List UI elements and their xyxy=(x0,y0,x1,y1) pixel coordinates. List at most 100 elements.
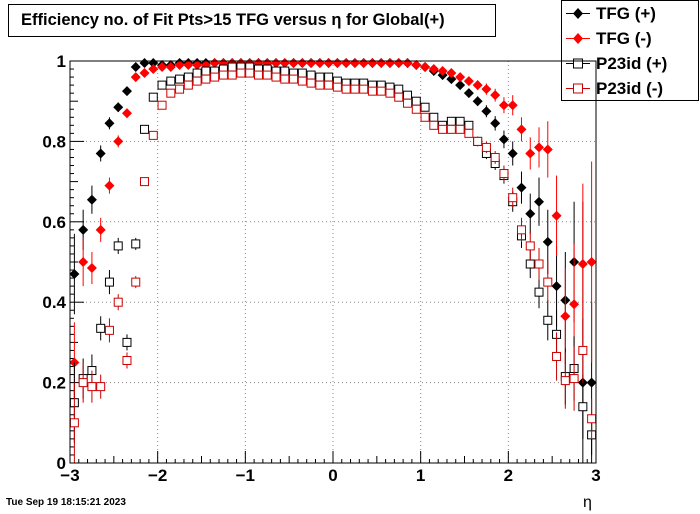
data-point-diamond xyxy=(323,58,334,69)
data-point-square xyxy=(350,84,360,94)
data-point-square xyxy=(481,142,491,152)
x-tick-label: 1 xyxy=(416,466,425,485)
data-point-square xyxy=(455,116,465,126)
data-point-diamond xyxy=(551,281,562,292)
data-point-diamond xyxy=(165,62,176,73)
data-point-square xyxy=(394,84,404,94)
data-point-square xyxy=(131,239,141,249)
legend-label: TFG (-) xyxy=(596,28,652,48)
data-point-diamond xyxy=(586,257,597,267)
y-tick-label: 0.4 xyxy=(42,293,66,312)
data-point-square xyxy=(78,378,88,388)
data-point-square xyxy=(280,66,290,76)
data-point-diamond xyxy=(113,136,124,147)
chart-title: Efficiency no. of Fit Pts>15 TFG versus … xyxy=(8,4,496,37)
data-point-diamond xyxy=(209,58,220,69)
data-point-diamond xyxy=(542,144,553,155)
data-point-square xyxy=(315,80,325,90)
data-point-diamond xyxy=(104,118,115,129)
data-point-diamond xyxy=(446,68,457,79)
data-point-square xyxy=(543,315,553,325)
data-point-square xyxy=(289,74,299,84)
x-tick-label: 3 xyxy=(591,466,600,485)
y-tick-label: 0.2 xyxy=(42,374,66,393)
data-point-square xyxy=(140,177,150,187)
data-point-square xyxy=(534,259,544,269)
filled-diamond-red-marker-icon xyxy=(566,33,590,44)
data-point-square xyxy=(306,78,316,88)
data-point-diamond xyxy=(113,102,124,113)
data-point-square xyxy=(148,130,158,140)
data-point-square xyxy=(569,374,579,384)
data-point-square xyxy=(525,241,535,251)
data-point-square xyxy=(183,80,193,90)
data-point-square xyxy=(464,128,474,138)
data-point-diamond xyxy=(121,86,132,97)
data-point-square xyxy=(140,124,150,134)
data-point-diamond xyxy=(455,72,466,83)
data-point-square xyxy=(420,112,430,122)
data-point-diamond xyxy=(95,224,106,235)
legend-entry: P23id (+) xyxy=(562,51,698,76)
data-point-diamond xyxy=(402,58,413,69)
data-point-diamond xyxy=(69,269,80,280)
y-tick-label: 1 xyxy=(57,52,66,71)
data-point-diamond xyxy=(376,58,387,69)
data-point-square xyxy=(122,355,132,365)
data-point-square xyxy=(359,84,369,94)
data-point-diamond xyxy=(446,74,457,85)
data-point-diamond xyxy=(516,124,527,135)
data-point-square xyxy=(148,92,158,102)
data-point-square xyxy=(166,76,176,86)
data-point-square xyxy=(192,76,202,86)
data-point-square xyxy=(253,70,263,80)
data-point-square xyxy=(455,124,465,134)
data-point-diamond xyxy=(560,311,571,322)
data-point-square xyxy=(69,418,79,428)
data-point-diamond xyxy=(358,58,369,69)
filled-diamond-black-marker-icon xyxy=(566,8,590,19)
data-point-square xyxy=(201,74,211,84)
data-point-diamond xyxy=(130,62,141,73)
data-point-square xyxy=(508,193,518,203)
data-point-diamond xyxy=(463,76,474,87)
data-point-square xyxy=(438,124,448,134)
data-point-square xyxy=(157,80,167,90)
data-point-square xyxy=(104,277,114,287)
data-point-diamond xyxy=(463,88,474,99)
data-point-diamond xyxy=(192,60,203,71)
data-point-square xyxy=(87,382,97,392)
data-point-square xyxy=(315,72,325,82)
data-point-diamond xyxy=(472,80,483,91)
plot-frame xyxy=(69,60,597,464)
data-point-square xyxy=(104,325,114,335)
data-point-square xyxy=(587,414,597,424)
data-point-square xyxy=(411,96,421,106)
data-point-diamond xyxy=(78,257,89,267)
data-point-square xyxy=(324,80,334,90)
data-point-diamond xyxy=(121,108,132,119)
x-tick-label: −1 xyxy=(236,466,255,485)
data-point-diamond xyxy=(139,68,150,79)
data-point-square xyxy=(446,124,456,134)
data-point-diamond xyxy=(332,58,343,69)
data-point-diamond xyxy=(420,62,431,73)
data-point-square xyxy=(271,72,281,82)
data-point-square xyxy=(236,68,246,78)
data-point-square xyxy=(376,86,386,96)
x-tick-label: 0 xyxy=(328,466,337,485)
data-point-diamond xyxy=(455,80,466,91)
data-point-square xyxy=(245,68,255,78)
data-point-square xyxy=(516,225,526,235)
data-point-diamond xyxy=(428,64,439,75)
data-point-diamond xyxy=(148,64,159,75)
data-point-square xyxy=(411,104,421,114)
data-point-diamond xyxy=(534,142,545,153)
data-point-diamond xyxy=(586,377,597,388)
x-axis-title: η xyxy=(583,494,592,511)
data-point-diamond xyxy=(498,100,509,111)
data-point-square xyxy=(218,70,228,80)
data-point-diamond xyxy=(490,118,501,129)
legend-entry: TFG (-) xyxy=(562,26,698,51)
data-point-square xyxy=(385,88,395,98)
